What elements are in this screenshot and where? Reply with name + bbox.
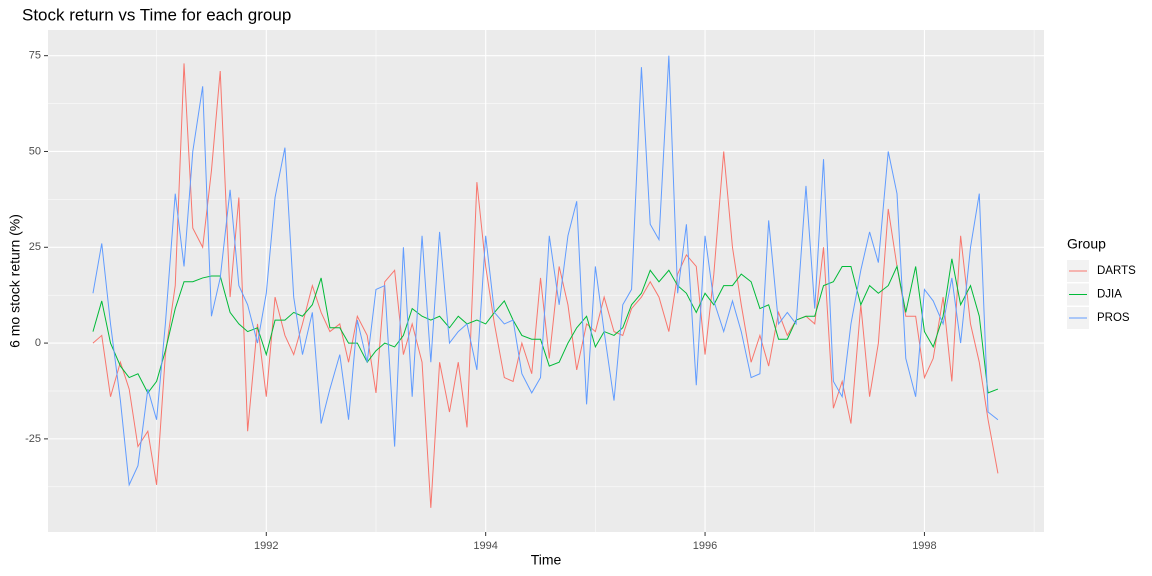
- series-line: [92, 63, 999, 508]
- series-line: [92, 55, 999, 487]
- x-axis-title: Time: [531, 552, 562, 568]
- legend-label: DARTS: [1097, 265, 1136, 277]
- x-tick-label: 1992: [254, 540, 278, 552]
- y-tick-label: 75: [29, 50, 41, 62]
- x-tick-label: 1998: [912, 540, 936, 552]
- legend-label: PROS: [1097, 312, 1130, 324]
- series-line: [92, 258, 999, 394]
- y-tick-label: 25: [29, 241, 41, 253]
- y-tick-label: 0: [35, 337, 41, 349]
- x-tick-label: 1996: [693, 540, 717, 552]
- y-axis-title: 6 mo stock return (%): [7, 214, 23, 348]
- chart-title: Stock return vs Time for each group: [22, 5, 291, 24]
- legend-title: Group: [1067, 236, 1106, 252]
- x-tick-label: 1994: [473, 540, 497, 552]
- y-tick-label: 50: [29, 145, 41, 157]
- legend-label: DJIA: [1097, 289, 1122, 301]
- y-tick-label: -25: [25, 433, 41, 445]
